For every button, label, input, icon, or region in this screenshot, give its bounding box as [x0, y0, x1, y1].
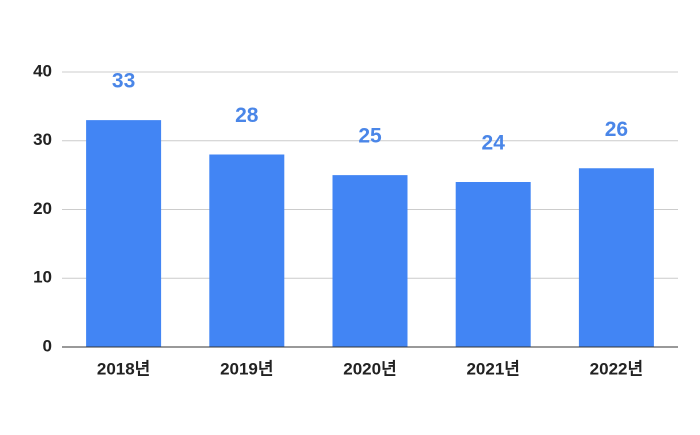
bar — [209, 154, 285, 347]
x-tick-label: 2021년 — [466, 359, 519, 378]
y-tick-label: 20 — [33, 199, 52, 218]
x-tick-label: 2018년 — [97, 359, 150, 378]
bar — [86, 120, 162, 347]
y-tick-label: 30 — [33, 130, 52, 149]
bar — [332, 175, 408, 347]
value-label: 28 — [235, 104, 259, 127]
y-tick-label: 0 — [43, 336, 52, 355]
value-label: 24 — [482, 132, 506, 155]
value-label: 26 — [605, 118, 628, 141]
value-label: 33 — [112, 70, 135, 93]
y-tick-label: 40 — [33, 61, 52, 80]
x-tick-label: 2020년 — [343, 359, 396, 378]
x-tick-label: 2019년 — [220, 359, 273, 378]
bar — [578, 168, 654, 347]
bar — [455, 182, 531, 347]
y-tick-label: 10 — [33, 268, 52, 287]
x-tick-label: 2022년 — [590, 359, 643, 378]
value-label: 25 — [358, 125, 382, 148]
